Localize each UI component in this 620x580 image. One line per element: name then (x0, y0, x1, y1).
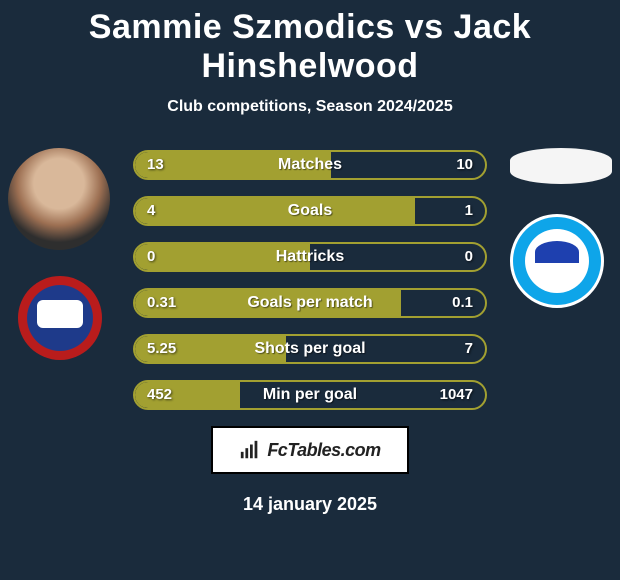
comparison-panel: 1310Matches 41Goals 00Hattricks 0.310.1Goal… (0, 148, 620, 410)
brand-text: FcTables.com (267, 440, 380, 461)
stat-bar: 1310Matches (133, 150, 487, 180)
stat-bar: 41Goals (133, 196, 487, 226)
brand-box: FcTables.com (211, 426, 409, 474)
right-player-avatar (510, 148, 612, 184)
stat-label: Hattricks (135, 244, 485, 270)
stat-bar: 00Hattricks (133, 242, 487, 272)
stat-label: Goals per match (135, 290, 485, 316)
stat-label: Shots per goal (135, 336, 485, 362)
date-label: 14 january 2025 (0, 494, 620, 515)
stat-label: Min per goal (135, 382, 485, 408)
page-title: Sammie Szmodics vs Jack Hinshelwood (0, 8, 620, 86)
left-column (8, 148, 110, 360)
stat-bars: 1310Matches 41Goals 00Hattricks 0.310.1Goal… (133, 148, 487, 410)
left-club-badge (18, 276, 102, 360)
stat-label: Matches (135, 152, 485, 178)
subtitle: Club competitions, Season 2024/2025 (0, 98, 620, 116)
stat-label: Goals (135, 198, 485, 224)
infographic-container: Sammie Szmodics vs Jack Hinshelwood Club… (0, 0, 620, 580)
right-column (510, 148, 612, 308)
stat-bar: 0.310.1Goals per match (133, 288, 487, 318)
brand-chart-icon (239, 439, 261, 461)
right-club-badge (510, 214, 604, 308)
stat-bar: 5.257Shots per goal (133, 334, 487, 364)
stat-bar: 4521047Min per goal (133, 380, 487, 410)
left-player-avatar (8, 148, 110, 250)
